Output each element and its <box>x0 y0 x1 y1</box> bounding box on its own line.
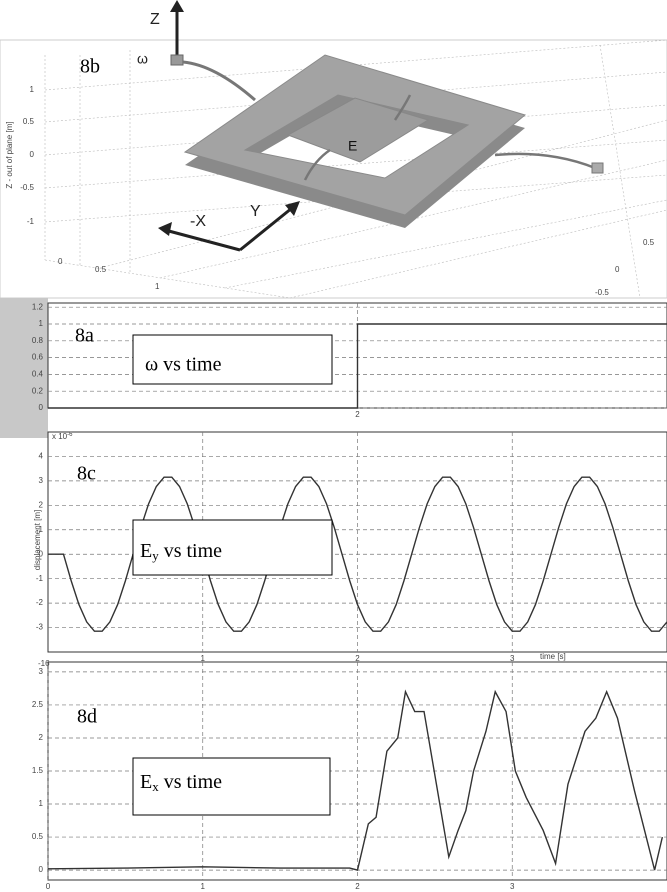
y-exponent: -16 <box>38 659 50 668</box>
y-tick-label: 0.5 <box>643 238 655 247</box>
y-axis-title: displacement [m] <box>33 510 42 570</box>
y-tick-label: 3 <box>39 667 44 676</box>
omega-cube <box>171 55 183 65</box>
z-tick-label: -0.5 <box>20 183 34 192</box>
x-tick-label: 0.5 <box>95 265 107 274</box>
y-tick-label: 0 <box>39 865 44 874</box>
y-tick-label: 3 <box>39 476 44 485</box>
x-tick-label: 2 <box>355 882 360 891</box>
annotation-text: vs time <box>159 540 222 562</box>
y-tick-label: -2 <box>36 598 44 607</box>
y-arrow-label: Y <box>250 203 261 220</box>
z-tick-label: -1 <box>27 217 35 226</box>
x-tick-label: 1 <box>155 282 160 291</box>
panel-label: 8a <box>75 325 94 347</box>
e-label: E <box>348 138 357 154</box>
panel-label: 8b <box>80 56 100 78</box>
x-arrow-label: -X <box>190 213 206 230</box>
cube <box>592 163 603 173</box>
x-axis-title: time [s] <box>540 652 566 661</box>
z-arrow-label: Z <box>150 11 160 28</box>
y-tick-label: -0.5 <box>595 288 609 297</box>
z-tick-label: 0 <box>30 150 35 159</box>
annotation-text: vs time <box>159 771 222 793</box>
z-arrowhead <box>170 0 184 12</box>
figure: Z 8b ω E -X Y Z - out of plane [m] 1 0.5… <box>0 0 667 892</box>
exponent: -6 <box>67 432 73 438</box>
y-tick-label: 0.8 <box>32 336 44 345</box>
x-tick-label: 2 <box>355 654 360 663</box>
y-tick-label: 0 <box>39 403 44 412</box>
omega-label: ω <box>137 51 148 67</box>
y-tick-label: 1 <box>39 799 44 808</box>
symbol: E <box>140 771 152 793</box>
y-tick-label: 0.5 <box>32 832 44 841</box>
y-tick-label: 0.6 <box>32 353 44 362</box>
panel-label: 8c <box>77 463 96 485</box>
x-tick-label: 0 <box>46 882 51 891</box>
x-tick-label: 3 <box>510 654 515 663</box>
symbol: E <box>140 540 152 562</box>
x-tick-label: 1 <box>201 882 206 891</box>
z-tick-label: 1 <box>30 85 35 94</box>
exponent-base: x 10 <box>52 432 68 441</box>
y-tick-label: 0 <box>615 265 620 274</box>
y-tick-label: 2 <box>39 500 44 509</box>
panel-label: 8d <box>77 706 97 728</box>
y-tick-label: 2 <box>39 733 44 742</box>
y-tick-label: 4 <box>39 452 44 461</box>
z-axis-title: Z - out of plane [m] <box>5 121 14 188</box>
y-tick-label: 1.5 <box>32 766 44 775</box>
y-tick-label: 1.2 <box>32 302 44 311</box>
annotation: ω vs time <box>145 354 222 376</box>
y-tick-label: 0.2 <box>32 386 44 395</box>
y-tick-label: 1 <box>39 319 44 328</box>
x-tick-label: 2 <box>355 410 360 419</box>
y-tick-label: 0.4 <box>32 370 44 379</box>
y-tick-label: 2.5 <box>32 700 44 709</box>
x-tick-label: 0 <box>58 257 63 266</box>
x-tick-label: 3 <box>510 882 515 891</box>
y-tick-label: -1 <box>36 574 44 583</box>
y-tick-label: -3 <box>36 623 44 632</box>
z-tick-label: 0.5 <box>23 117 35 126</box>
x-tick-label: 1 <box>201 654 206 663</box>
